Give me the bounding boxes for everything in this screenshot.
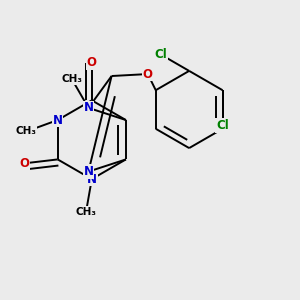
Text: Cl: Cl — [155, 48, 168, 61]
Text: O: O — [143, 68, 153, 81]
Text: N: N — [53, 113, 63, 127]
Text: N: N — [87, 172, 97, 186]
Text: N: N — [83, 165, 93, 178]
Text: CH₃: CH₃ — [76, 207, 97, 217]
Text: Cl: Cl — [216, 119, 229, 132]
Text: CH₃: CH₃ — [61, 74, 82, 84]
Text: O: O — [19, 157, 29, 170]
Text: N: N — [83, 101, 93, 114]
Text: CH₃: CH₃ — [16, 127, 37, 136]
Text: O: O — [87, 56, 97, 70]
